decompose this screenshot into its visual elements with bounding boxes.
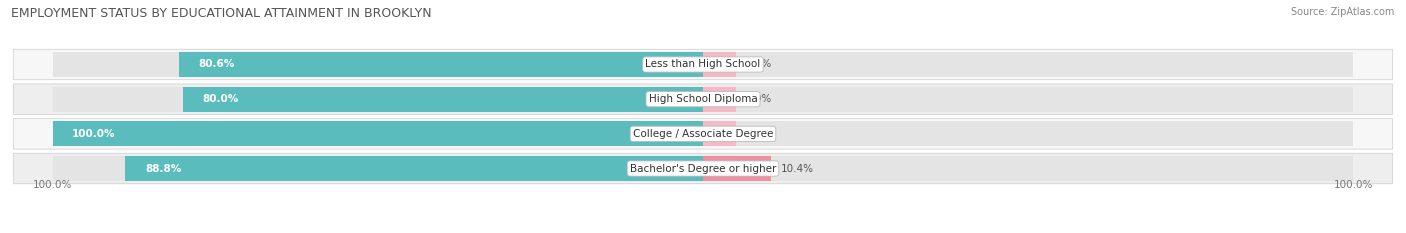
Bar bbox=[179, 52, 703, 77]
Bar bbox=[703, 156, 770, 181]
Text: 0.0%: 0.0% bbox=[745, 129, 772, 139]
Text: EMPLOYMENT STATUS BY EDUCATIONAL ATTAINMENT IN BROOKLYN: EMPLOYMENT STATUS BY EDUCATIONAL ATTAINM… bbox=[11, 7, 432, 20]
Text: Bachelor's Degree or higher: Bachelor's Degree or higher bbox=[630, 164, 776, 174]
Text: 100.0%: 100.0% bbox=[72, 129, 115, 139]
Bar bbox=[703, 52, 1354, 77]
Text: 88.8%: 88.8% bbox=[145, 164, 181, 174]
FancyBboxPatch shape bbox=[13, 84, 1393, 114]
Text: High School Diploma: High School Diploma bbox=[648, 94, 758, 104]
FancyBboxPatch shape bbox=[13, 153, 1393, 184]
Text: 100.0%: 100.0% bbox=[1334, 180, 1374, 190]
Bar bbox=[52, 87, 703, 112]
Bar bbox=[703, 156, 770, 181]
Text: College / Associate Degree: College / Associate Degree bbox=[633, 129, 773, 139]
Text: 10.4%: 10.4% bbox=[780, 164, 814, 174]
Bar bbox=[52, 156, 703, 181]
Bar bbox=[52, 121, 703, 146]
Bar bbox=[52, 121, 703, 146]
Bar bbox=[703, 87, 1354, 112]
Text: 0.0%: 0.0% bbox=[745, 94, 772, 104]
Bar bbox=[703, 156, 1354, 181]
Text: Less than High School: Less than High School bbox=[645, 59, 761, 69]
Bar bbox=[52, 52, 703, 77]
Text: 80.0%: 80.0% bbox=[202, 94, 239, 104]
FancyBboxPatch shape bbox=[13, 119, 1393, 149]
Bar bbox=[703, 121, 1354, 146]
FancyBboxPatch shape bbox=[13, 49, 1393, 80]
Text: 100.0%: 100.0% bbox=[32, 180, 72, 190]
Bar bbox=[703, 52, 735, 77]
Bar bbox=[183, 87, 703, 112]
Text: Source: ZipAtlas.com: Source: ZipAtlas.com bbox=[1291, 7, 1395, 17]
Bar bbox=[703, 121, 735, 146]
Text: 80.6%: 80.6% bbox=[198, 59, 235, 69]
Bar bbox=[125, 156, 703, 181]
Bar bbox=[703, 87, 735, 112]
Text: 0.0%: 0.0% bbox=[745, 59, 772, 69]
